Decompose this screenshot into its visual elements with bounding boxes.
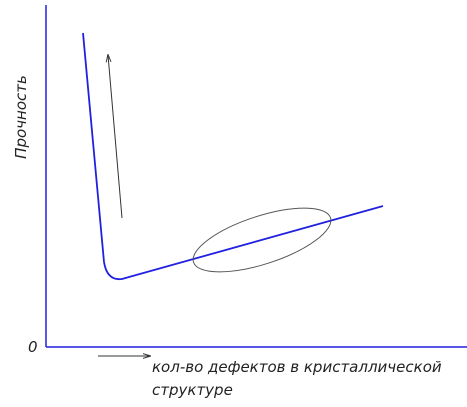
strength-curve	[82, 32, 384, 281]
highlight-ellipse	[192, 207, 332, 273]
arrow-up	[108, 55, 123, 219]
y-label: Прочность	[12, 75, 30, 159]
x-label-line: структуре	[152, 381, 233, 399]
origin-label: 0	[28, 338, 38, 356]
x-label-line: кол-во дефектов в кристаллической	[152, 358, 442, 376]
